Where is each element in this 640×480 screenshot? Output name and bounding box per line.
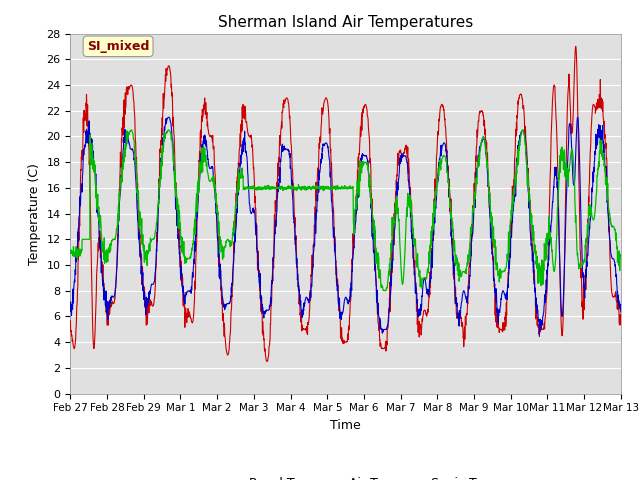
- Title: Sherman Island Air Temperatures: Sherman Island Air Temperatures: [218, 15, 473, 30]
- Y-axis label: Temperature (C): Temperature (C): [28, 163, 41, 264]
- Text: SI_mixed: SI_mixed: [87, 40, 149, 53]
- Legend: Panel T, Air T, Sonic T: Panel T, Air T, Sonic T: [209, 472, 482, 480]
- X-axis label: Time: Time: [330, 419, 361, 432]
